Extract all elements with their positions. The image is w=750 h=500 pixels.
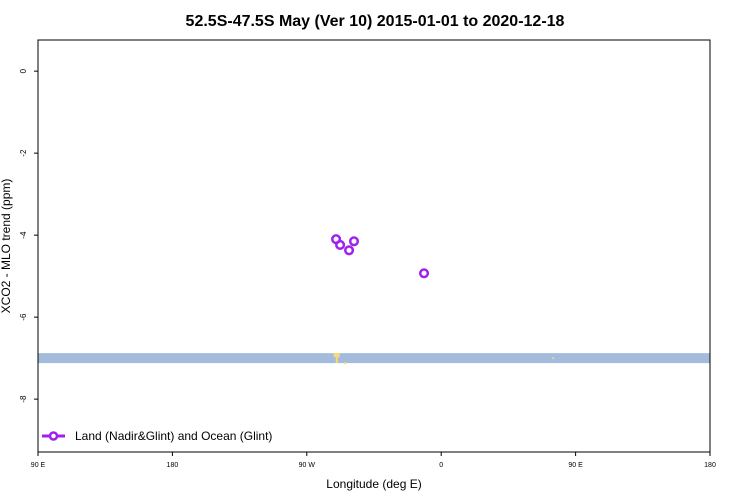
x-tick-label: 90 E: [31, 462, 46, 469]
x-axis: 90 E 180 90 W 0 90 E 180: [31, 451, 716, 469]
land-patch: [333, 353, 340, 358]
data-point: [418, 268, 430, 279]
chart-title: 52.5S-47.5S May (Ver 10) 2015-01-01 to 2…: [186, 13, 565, 30]
legend-marker: [48, 431, 59, 441]
land-patch: [344, 362, 347, 365]
y-tick-label: -6: [19, 313, 28, 321]
map-band: [38, 353, 710, 365]
legend: Land (Nadir&Glint) and Ocean (Glint): [42, 429, 272, 443]
x-tick-label: 180: [704, 462, 716, 469]
ocean-band: [38, 353, 710, 364]
x-tick-label: 90 W: [299, 462, 316, 469]
plot-frame: [37, 39, 711, 453]
x-tick-label: 180: [167, 462, 179, 469]
data-point: [344, 245, 355, 256]
data-point: [348, 236, 360, 247]
data-points: [331, 234, 430, 279]
y-tick-label: -4: [19, 231, 28, 239]
y-tick-label: -8: [19, 395, 28, 403]
y-axis: 0 -2 -4 -6 -8: [19, 68, 38, 403]
legend-label: Land (Nadir&Glint) and Ocean (Glint): [75, 429, 272, 443]
x-tick-label: 90 E: [568, 462, 583, 469]
x-axis-label: Longitude (deg E): [326, 477, 421, 491]
y-axis-label: XCO2 - MLO trend (ppm): [0, 179, 13, 314]
land-patch: [335, 353, 338, 364]
data-point: [335, 239, 346, 251]
land-patch: [552, 357, 554, 360]
y-tick-label: -2: [19, 149, 28, 157]
y-tick-label: 0: [19, 68, 28, 73]
x-tick-label: 0: [439, 462, 443, 469]
